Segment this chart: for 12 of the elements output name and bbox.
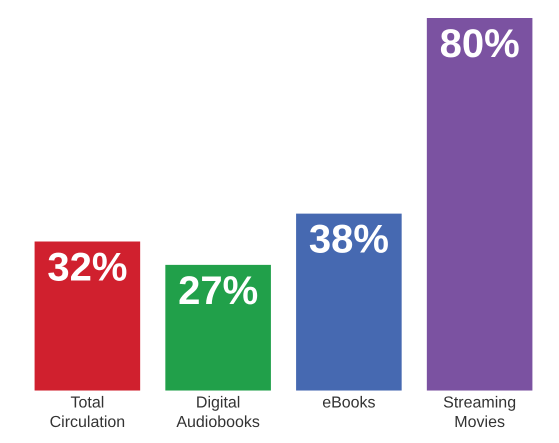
data-label: 27% — [178, 268, 258, 313]
x-tick-label: Streaming Movies — [443, 394, 516, 431]
bar — [34, 242, 140, 391]
bar — [165, 264, 271, 391]
x-tick-label: eBooks — [322, 394, 376, 412]
data-label: 80% — [440, 22, 520, 66]
bar — [426, 18, 532, 391]
x-tick-label: Total Circulation — [50, 394, 126, 431]
data-label: 32% — [47, 246, 128, 290]
data-label: 38% — [308, 218, 389, 262]
x-tick-label: Digital Audiobooks — [176, 394, 260, 431]
bar — [296, 214, 402, 391]
